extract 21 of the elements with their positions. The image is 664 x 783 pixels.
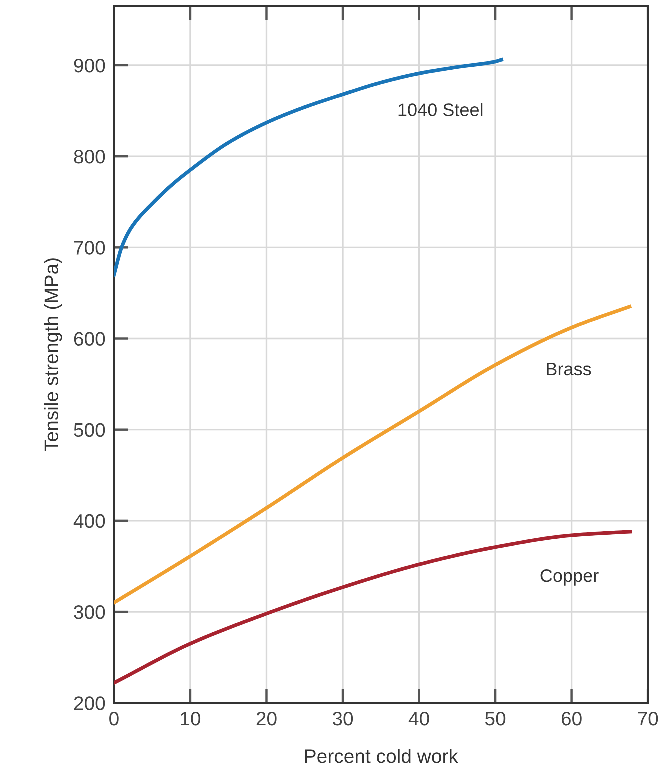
y-tick-label: 200 <box>74 696 106 710</box>
y-axis-title: Tensile strength (MPa) <box>44 258 62 452</box>
y-tick-label: 700 <box>74 241 106 255</box>
y-tick-label: 900 <box>74 58 106 73</box>
y-tick-label: 600 <box>74 332 106 346</box>
x-tick-label: 0 <box>110 712 119 726</box>
x-tick-label: 30 <box>332 712 354 726</box>
x-tick-label: 60 <box>562 712 582 726</box>
y-tick-label: 400 <box>74 514 106 528</box>
y-tick-label: 800 <box>74 150 106 164</box>
series-label: Brass <box>547 363 592 376</box>
x-tick-label: 50 <box>486 712 506 726</box>
x-tick-label: 10 <box>181 712 201 726</box>
x-tick-label: 40 <box>408 712 430 726</box>
series-label: Copper <box>540 569 599 586</box>
x-axis-title: Percent cold work <box>305 749 458 764</box>
x-tick-label: 20 <box>256 712 277 726</box>
y-tick-label: 500 <box>74 423 106 438</box>
y-tick-label: 300 <box>74 606 106 620</box>
series-label: 1040 Steel <box>398 103 483 116</box>
x-tick-label: 70 <box>638 712 658 726</box>
